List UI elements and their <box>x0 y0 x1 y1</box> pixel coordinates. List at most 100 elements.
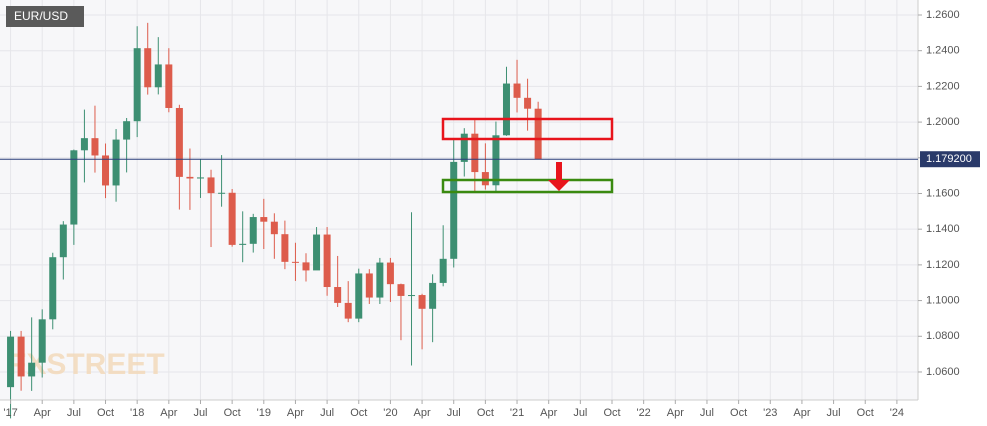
y-tick-label: 1.2000 <box>926 116 960 128</box>
x-tick-label: Jul <box>67 407 81 419</box>
candle-body <box>196 177 204 179</box>
plot-area <box>0 0 918 400</box>
candle-body <box>365 273 373 298</box>
x-tick-label: '24 <box>890 407 904 419</box>
candle-body <box>481 172 489 186</box>
last-price-label: 1.179200 <box>926 153 972 165</box>
x-tick-label: Apr <box>160 407 177 419</box>
x-tick-label: Oct <box>350 407 367 419</box>
y-tick-label: 1.0800 <box>926 330 960 342</box>
x-tick-label: Jul <box>827 407 841 419</box>
candle-body <box>344 302 352 319</box>
title-box <box>6 6 84 27</box>
x-tick-label: '23 <box>763 407 777 419</box>
candle-body <box>313 234 321 271</box>
x-tick-label: Oct <box>477 407 494 419</box>
candle-body <box>408 295 416 297</box>
x-tick-label: '20 <box>383 407 397 419</box>
candle-body <box>429 282 437 309</box>
y-tick-label: 1.0600 <box>926 366 960 378</box>
candle-body <box>175 107 183 177</box>
candle-body <box>502 83 510 136</box>
candle-body <box>471 133 479 173</box>
candle-body <box>270 221 278 235</box>
candle-body <box>59 224 67 258</box>
x-tick-label: Jul <box>573 407 587 419</box>
candle-body <box>302 262 310 271</box>
candle-body <box>7 336 15 388</box>
candle-body <box>186 176 194 179</box>
candle-body <box>102 155 110 186</box>
candle-body <box>154 64 162 88</box>
candle-body <box>323 234 331 288</box>
candle-body <box>91 138 99 156</box>
x-tick-label: '19 <box>257 407 271 419</box>
candle-body <box>260 217 268 222</box>
candle-body <box>249 217 257 244</box>
arrow-head <box>548 180 570 191</box>
y-tick-label: 1.2200 <box>926 80 960 92</box>
candle-body <box>376 262 384 298</box>
x-tick-label: Oct <box>97 407 114 419</box>
x-tick-label: '17 <box>3 407 17 419</box>
x-tick-label: Jul <box>700 407 714 419</box>
y-tick-label: 1.1000 <box>926 294 960 306</box>
candle-body <box>144 48 152 88</box>
candle-body <box>112 139 120 186</box>
x-tick-label: '21 <box>510 407 524 419</box>
candle-body <box>291 261 299 263</box>
x-tick-label: Apr <box>287 407 304 419</box>
candle-body <box>386 262 394 285</box>
candle-body <box>281 234 289 262</box>
candle-body <box>334 287 342 303</box>
candle-body <box>207 177 215 194</box>
candle-body <box>165 64 173 108</box>
x-tick-label: Apr <box>667 407 684 419</box>
candle-body <box>228 192 236 245</box>
candle-body <box>397 284 405 296</box>
y-tick-label: 1.1200 <box>926 259 960 271</box>
candle-body <box>80 138 88 151</box>
candle-body <box>460 133 468 162</box>
x-tick-label: Apr <box>793 407 810 419</box>
x-tick-label: '18 <box>130 407 144 419</box>
last-price-box <box>920 151 980 168</box>
y-tick-label: 1.2600 <box>926 9 960 21</box>
resistance-zone <box>441 117 614 141</box>
x-tick-label: Jul <box>193 407 207 419</box>
candle-body <box>28 362 36 377</box>
chart-title: EUR/USD <box>14 9 68 23</box>
candle-body <box>355 273 363 319</box>
candle-body <box>450 161 458 259</box>
candle-body <box>524 97 532 109</box>
x-tick-label: Oct <box>224 407 241 419</box>
candle-body <box>38 319 46 363</box>
candle-body <box>239 243 247 245</box>
x-tick-label: '22 <box>636 407 650 419</box>
y-tick-label: 1.2400 <box>926 45 960 57</box>
x-tick-label: Apr <box>414 407 431 419</box>
candle-body <box>513 83 521 98</box>
y-tick-label: 1.1400 <box>926 223 960 235</box>
candle-body <box>133 48 141 122</box>
candle-body <box>534 108 542 160</box>
x-tick-label: Apr <box>34 407 51 419</box>
x-tick-label: Oct <box>603 407 620 419</box>
candle-body <box>492 135 500 186</box>
y-tick-label: 1.1600 <box>926 187 960 199</box>
candle-body <box>70 150 78 225</box>
x-tick-label: Jul <box>447 407 461 419</box>
candle-body <box>17 336 25 377</box>
x-tick-label: Jul <box>320 407 334 419</box>
x-tick-label: Oct <box>857 407 874 419</box>
candle-body <box>439 258 447 283</box>
candle-body <box>49 257 57 320</box>
x-tick-label: Apr <box>540 407 557 419</box>
candle-body <box>218 192 226 194</box>
support-zone <box>441 178 614 194</box>
candle-body <box>418 295 426 309</box>
x-tick-label: Oct <box>730 407 747 419</box>
candle-body <box>123 121 131 140</box>
arrow-shaft <box>556 162 562 181</box>
